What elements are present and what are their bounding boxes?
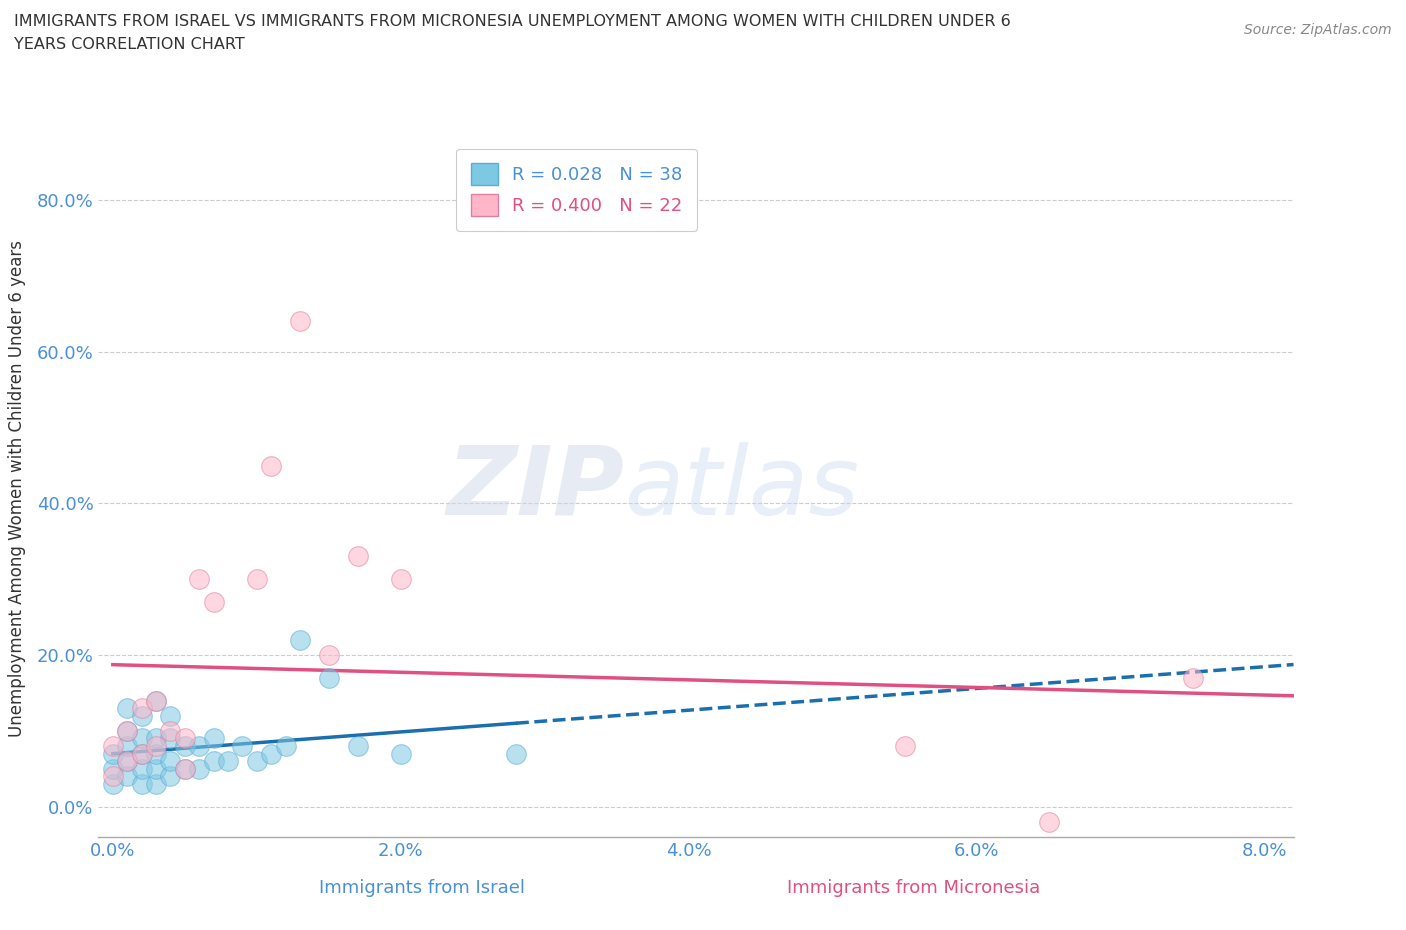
Point [159,709,181,724]
Point [131,731,153,746]
Point [101,777,124,791]
Point [101,738,124,753]
Legend: R = 0.028   N = 38, R = 0.400   N = 22: R = 0.028 N = 38, R = 0.400 N = 22 [456,149,697,231]
Point [115,769,138,784]
Point [318,647,340,662]
Point [217,753,239,768]
Point [115,700,138,715]
Point [288,632,311,647]
Text: Immigrants from Micronesia: Immigrants from Micronesia [787,879,1040,897]
Point [115,753,138,768]
Point [145,738,167,753]
Point [188,572,211,587]
Text: IMMIGRANTS FROM ISRAEL VS IMMIGRANTS FROM MICRONESIA UNEMPLOYMENT AMONG WOMEN WI: IMMIGRANTS FROM ISRAEL VS IMMIGRANTS FRO… [14,14,1011,29]
Point [288,314,311,329]
Point [159,769,181,784]
Text: ZIP: ZIP [446,442,624,535]
Point [159,753,181,768]
Point [274,738,297,753]
Point [246,753,269,768]
Point [173,762,195,777]
Point [188,738,211,753]
Point [159,731,181,746]
Point [145,693,167,708]
Point [505,746,527,761]
Point [159,724,181,738]
Point [346,549,368,564]
Point [131,709,153,724]
Point [173,762,195,777]
Point [131,746,153,761]
Point [131,746,153,761]
Y-axis label: Unemployment Among Women with Children Under 6 years: Unemployment Among Women with Children U… [7,240,25,737]
Point [318,671,340,685]
Text: atlas: atlas [624,442,859,535]
Point [115,724,138,738]
Point [202,594,225,609]
Point [131,777,153,791]
Point [346,738,368,753]
Point [260,746,283,761]
Text: YEARS CORRELATION CHART: YEARS CORRELATION CHART [14,37,245,52]
Point [115,753,138,768]
Point [893,738,915,753]
Point [231,738,253,753]
Point [202,753,225,768]
Text: Immigrants from Israel: Immigrants from Israel [319,879,524,897]
Point [260,458,283,473]
Point [115,724,138,738]
Point [115,738,138,753]
Point [246,572,269,587]
Point [145,762,167,777]
Point [131,762,153,777]
Point [173,731,195,746]
Point [145,777,167,791]
Point [101,762,124,777]
Point [188,762,211,777]
Point [1038,815,1060,830]
Point [145,746,167,761]
Text: Source: ZipAtlas.com: Source: ZipAtlas.com [1244,23,1392,37]
Point [145,693,167,708]
Point [202,731,225,746]
Point [145,731,167,746]
Point [1181,671,1204,685]
Point [389,572,412,587]
Point [101,769,124,784]
Point [389,746,412,761]
Point [131,700,153,715]
Point [101,746,124,761]
Point [173,738,195,753]
